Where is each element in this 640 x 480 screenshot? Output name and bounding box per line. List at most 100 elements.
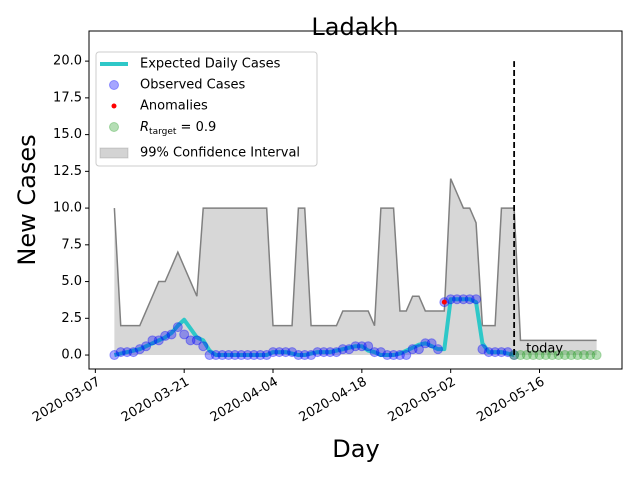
y-tick-label: 7.5 — [61, 237, 82, 252]
legend-swatch — [109, 80, 119, 90]
data-point — [179, 329, 190, 340]
data-point — [426, 338, 437, 349]
x-axis-label: Day — [332, 435, 379, 463]
data-point — [591, 350, 602, 361]
data-point — [122, 347, 133, 358]
data-point — [452, 294, 463, 305]
legend-label: Observed Cases — [140, 78, 245, 93]
y-tick-label: 15.0 — [53, 127, 82, 142]
data-point — [407, 344, 418, 355]
data-point — [490, 347, 501, 358]
data-point — [432, 344, 443, 355]
data-point — [534, 350, 545, 361]
data-point — [128, 347, 139, 358]
chart-title: Ladakh — [311, 13, 398, 41]
legend-label: Rtarget = 0.9 — [140, 120, 216, 137]
y-tick-label: 2.5 — [61, 311, 82, 326]
legend-swatch — [109, 122, 119, 132]
data-point — [141, 341, 152, 352]
data-point — [413, 344, 424, 355]
data-point — [312, 347, 323, 358]
data-point — [464, 294, 475, 305]
data-point — [147, 335, 158, 346]
legend-label: Anomalies — [140, 99, 208, 114]
data-point — [217, 350, 228, 361]
data-point — [223, 350, 234, 361]
data-point — [280, 347, 291, 358]
anomaly-point — [441, 299, 447, 305]
data-point — [553, 350, 564, 361]
data-point — [261, 350, 272, 361]
data-point — [306, 350, 317, 361]
data-point — [566, 350, 577, 361]
data-point — [458, 294, 469, 305]
data-point — [198, 341, 209, 352]
data-point — [248, 350, 259, 361]
data-point — [502, 347, 513, 358]
data-point — [528, 350, 539, 361]
data-point — [515, 350, 526, 361]
data-point — [331, 347, 342, 358]
data-point — [521, 350, 532, 361]
data-point — [255, 350, 266, 361]
data-point — [540, 350, 551, 361]
expected-line — [113, 297, 515, 358]
confidence-upper-edge — [113, 178, 597, 342]
data-point — [382, 350, 393, 361]
data-point — [268, 347, 279, 358]
data-point — [287, 347, 298, 358]
data-point — [236, 350, 247, 361]
data-point — [572, 350, 583, 361]
data-point — [356, 341, 367, 352]
y-tick-label: 0.0 — [61, 348, 82, 363]
y-tick-label: 12.5 — [53, 164, 82, 179]
data-point — [369, 347, 380, 358]
data-point — [318, 347, 329, 358]
data-point — [445, 294, 456, 305]
data-point — [299, 350, 310, 361]
data-point — [344, 344, 355, 355]
data-point — [166, 329, 177, 340]
y-tick-label: 10.0 — [53, 201, 82, 216]
today-label: today — [526, 342, 563, 357]
data-point — [375, 347, 386, 358]
data-point — [229, 350, 240, 361]
data-point — [477, 344, 488, 355]
data-point — [420, 338, 431, 349]
data-point — [483, 347, 494, 358]
data-point — [293, 350, 304, 361]
legend-box — [95, 51, 318, 167]
data-point — [325, 347, 336, 358]
data-point — [274, 347, 285, 358]
y-axis-label: New Cases — [13, 134, 41, 265]
data-point — [204, 350, 215, 361]
legend-label-part: R — [140, 120, 149, 135]
data-point — [578, 350, 589, 361]
y-tick-label: 20.0 — [53, 54, 82, 69]
data-point — [115, 347, 126, 358]
data-point — [401, 350, 412, 361]
data-point — [388, 350, 399, 361]
data-point — [134, 344, 145, 355]
data-point — [350, 341, 361, 352]
data-point — [210, 350, 221, 361]
data-point — [109, 350, 120, 361]
data-point — [160, 330, 171, 341]
data-point — [153, 335, 164, 346]
data-point — [172, 322, 183, 333]
legend-label: Expected Daily Cases — [140, 57, 281, 72]
axes-frame — [88, 30, 623, 370]
y-tick-label: 17.5 — [53, 90, 82, 105]
legend-swatch — [111, 103, 117, 109]
data-point — [496, 347, 507, 358]
legend-swatch — [99, 147, 129, 159]
data-point — [559, 350, 570, 361]
data-point — [394, 350, 405, 361]
data-point — [337, 344, 348, 355]
data-point — [242, 350, 253, 361]
data-point — [363, 341, 374, 352]
data-point — [185, 335, 196, 346]
data-point — [191, 335, 202, 346]
